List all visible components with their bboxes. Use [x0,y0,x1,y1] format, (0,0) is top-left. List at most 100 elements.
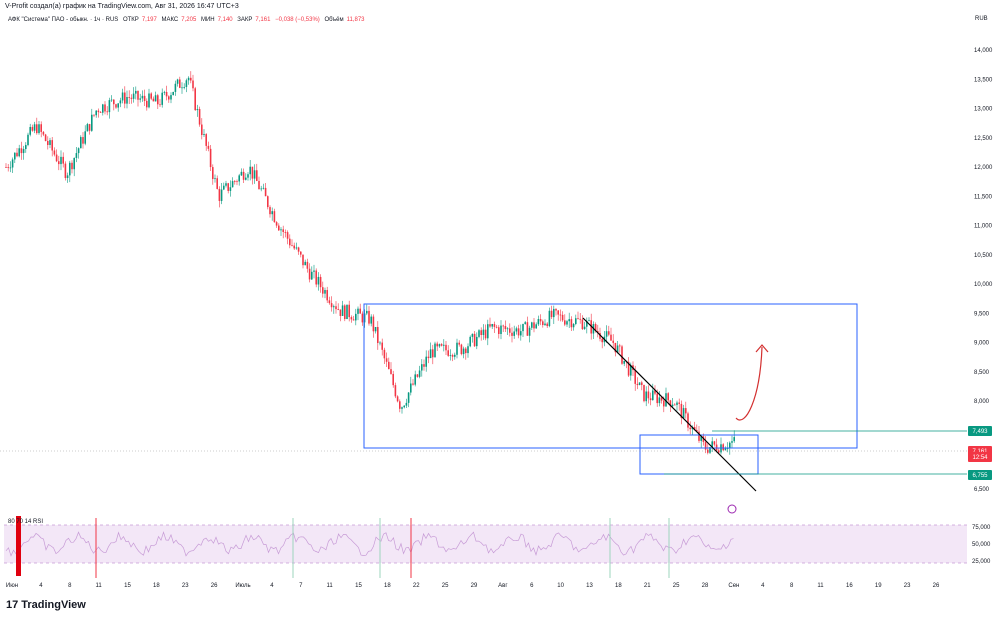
candle-body [262,187,265,189]
time-tick: 28 [702,583,709,589]
time-tick: 25 [673,583,680,589]
candle-body [357,308,359,314]
time-tick: 26 [211,583,218,589]
time-axis: Июн 4 8 11 15 18 23 26 Июль 4 7 11 15 18 22 25 29 Авг 6 10 1… [6,583,940,589]
projection-arrow-head [755,344,769,353]
candle-body [190,77,192,81]
candle-body [319,276,322,288]
candle-body [599,333,601,339]
price-label-bg [968,452,992,462]
candle-body [513,331,515,336]
price-tick: 9,500 [974,311,990,317]
candle-body [568,319,570,322]
candle-body [621,346,623,364]
candle-body [18,148,20,157]
candle-body [280,229,282,231]
candle-body [143,95,146,101]
price-label-bg [968,426,992,436]
candle-body [577,318,579,320]
candle-body [385,358,388,362]
candle-body [352,319,355,321]
price-label: 6,755 [972,473,988,479]
candle-body [434,343,436,358]
candle-body [484,329,487,339]
candle-body [634,370,636,384]
candle-body [161,92,163,105]
candle-body [623,360,625,364]
candle-body [258,180,260,190]
candle-body [588,320,590,322]
candle-body [707,449,709,453]
candle-body [416,374,419,377]
close-value: 7,161 [255,17,271,23]
rsi-indicator-label[interactable]: 80 70 14 RSI [8,519,44,525]
candle-body [368,310,370,324]
candle-body [225,183,227,186]
candle-body [333,306,335,308]
price-tick: 12,000 [974,165,993,171]
volume-value: 11,873 [346,17,365,23]
candle-body [278,225,280,231]
candle-body [443,344,445,346]
candle-body [137,90,139,100]
candle-body [489,324,491,327]
tradingview-logo[interactable]: 17 TradingView [6,599,86,611]
candle-body [539,319,542,322]
candle-body [271,211,273,215]
candle-body [77,148,80,154]
candle-body [209,148,212,168]
volume-label: Объём [324,17,344,23]
candle-body [110,99,113,101]
candle-body [687,413,689,428]
time-tick: 15 [355,583,362,589]
candle-body [350,317,353,320]
candle-body [572,323,575,328]
rsi-band [4,525,967,563]
time-tick: 11 [327,583,334,589]
candle-body [106,111,108,113]
candle-body [610,334,612,341]
time-tick: 23 [904,583,911,589]
time-tick: 21 [644,583,651,589]
candle-body [581,319,584,330]
time-tick: 8 [790,583,794,589]
candle-body [553,308,555,318]
candle-body [445,344,447,351]
candle-body [124,92,126,104]
candle-body [49,140,51,145]
candle-body [251,166,254,179]
candle-body [75,153,78,158]
candle-body [58,161,60,165]
candle-body [451,355,454,357]
candle-body [377,326,379,344]
candle-body [566,321,568,325]
candle-body [605,331,608,337]
candle-body [7,167,9,168]
candle-body [302,254,304,266]
candle-body [69,162,71,176]
candle-body [346,304,348,320]
candle-body [113,99,115,105]
candle-body [544,323,546,326]
candle-body [179,79,181,88]
candle-body [223,185,225,190]
candle-body [220,189,223,201]
candle-body [135,90,137,94]
candle-body [570,319,573,328]
candle-body [260,188,262,190]
candle-body [649,398,652,401]
candle-body [341,305,344,316]
time-tick: 18 [615,583,622,589]
candle-body [731,441,733,443]
candle-body [198,109,201,125]
symbol-name[interactable]: АФК "Система" ПАО - обыкн. · 1ч · RUS [8,17,119,23]
candle-body [374,326,377,332]
candle-body [471,333,474,337]
candle-body [275,222,278,226]
time-tick: 4 [761,583,765,589]
candle-body [300,251,302,255]
candle-body [388,361,390,370]
downtrend-line [582,317,757,492]
high-label: МАКС [161,17,179,23]
